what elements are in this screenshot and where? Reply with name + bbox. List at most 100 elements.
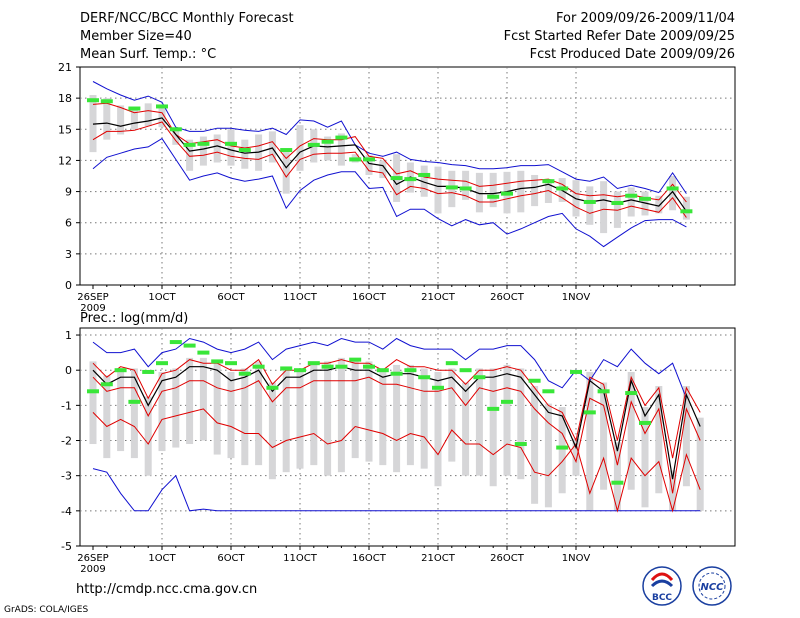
temp-mean-line (92, 117, 687, 212)
prec-observed-mark (280, 366, 293, 371)
prec-observed-mark (87, 389, 99, 394)
prec-observed-mark (570, 369, 582, 374)
prec-ytick-label: 1 (65, 329, 72, 342)
prec-ytick-label: -3 (61, 470, 72, 483)
temp-range-bar (531, 174, 539, 207)
prec-upper-line (92, 358, 701, 459)
prec-range-bar (186, 357, 194, 445)
prec-range-bar (158, 371, 166, 452)
prec-frame (79, 327, 736, 547)
prec-range-bar (130, 368, 138, 459)
header-period: For 2009/09/26-2009/11/04 (556, 11, 735, 26)
temp-range-bar (669, 176, 677, 211)
temp-range-bar (489, 172, 497, 208)
prec-range-bar (337, 357, 345, 473)
prec-observed-mark (114, 368, 127, 373)
temp-range-bar (324, 136, 332, 161)
temp-observed-mark (390, 176, 403, 181)
temp-observed-mark (418, 172, 431, 177)
temp-ytick-label: 9 (65, 186, 72, 199)
prec-observed-mark (583, 410, 596, 415)
temp-xtick-label: 16OCT (352, 292, 387, 303)
temp-range-bar (379, 160, 387, 179)
temp-range-bar (117, 105, 125, 135)
prec-title: Prec.: log(mm/d) (80, 311, 188, 326)
temp-ytick-label: 21 (58, 61, 72, 74)
temp-range-bar (600, 181, 608, 234)
temp-ytick-label: 18 (58, 92, 72, 105)
prec-observed-mark (501, 399, 513, 404)
prec-range-bar (89, 361, 97, 445)
temp-range-bar (186, 139, 194, 171)
temp-range-bar (365, 155, 373, 175)
prec-range-bar (268, 382, 276, 480)
temp-ytick-label: 3 (65, 248, 72, 261)
prec-observed-mark (390, 371, 403, 376)
temp-xtick-label: 21OCT (421, 292, 456, 303)
prec-range-bar (517, 368, 525, 480)
prec-range-bar (351, 361, 359, 459)
prec-range-bar (117, 368, 125, 452)
temp-range-bar (613, 191, 621, 228)
temp-year-label: 2009 (80, 303, 105, 314)
temp-range-bar (627, 187, 635, 217)
prec-ytick-label: -5 (61, 540, 72, 553)
temp-observed-mark (501, 191, 513, 196)
temp-xtick-label: 1NOV (562, 292, 591, 303)
prec-observed-mark (197, 350, 210, 355)
temp-observed-mark (459, 186, 472, 191)
prec-observed-mark (252, 364, 265, 369)
prec-observed-mark (459, 368, 472, 373)
temp-observed-mark (335, 135, 348, 140)
temp-observed-mark (321, 139, 334, 144)
prec-range-bar (475, 368, 483, 476)
header-produced-date: Fcst Produced Date 2009/09/26 (529, 47, 735, 62)
temp-observed-mark (238, 148, 251, 153)
prec-range-bar (503, 364, 511, 476)
temp-observed-mark (156, 104, 168, 109)
prec-ytick-label: -2 (61, 435, 72, 448)
temp-range-bar (682, 196, 690, 220)
temp-range-bar (268, 131, 276, 163)
temp-range-bar (103, 98, 111, 140)
temp-range-bar (241, 139, 249, 169)
temp-range-bar (282, 152, 290, 194)
temp-observed-mark (307, 142, 320, 147)
prec-observed-mark (307, 361, 320, 366)
prec-range-bar (310, 361, 318, 466)
prec-range-bar (379, 368, 387, 466)
prec-observed-mark (266, 385, 279, 390)
temp-range-bar (475, 172, 483, 213)
prec-range-bar (393, 364, 401, 473)
prec-observed-mark (211, 359, 224, 364)
temp-observed-mark (169, 127, 182, 132)
prec-range-bar (103, 375, 111, 459)
temp-range-bar (337, 133, 345, 166)
prec-range-bar (544, 403, 552, 508)
prec-observed-mark (528, 378, 541, 383)
temp-observed-mark (100, 99, 113, 104)
prec-observed-mark (335, 364, 348, 369)
temp-range-bar (420, 165, 428, 197)
prec-xtick-label: 6OCT (217, 553, 245, 564)
temp-observed-mark (349, 157, 362, 162)
prec-xtick-label: 11OCT (283, 553, 318, 564)
header-variable: Mean Surf. Temp.: °C (80, 47, 217, 62)
prec-ytick-label: -4 (61, 505, 72, 518)
prec-range-bar (296, 368, 304, 469)
temp-observed-mark (363, 157, 375, 162)
prec-xtick-label: 21OCT (421, 553, 456, 564)
prec-observed-mark (349, 357, 362, 362)
prec-min-line (92, 468, 701, 512)
temp-range-bar (586, 186, 594, 225)
temp-upper-line (92, 102, 687, 203)
temp-observed-mark (197, 141, 210, 146)
prec-range-bar (448, 368, 456, 462)
footer-url: http://cmdp.ncc.cma.gov.cn (76, 582, 258, 597)
prec-range-bar (489, 368, 497, 487)
prec-range-bar (144, 396, 152, 476)
prec-range-bar (641, 407, 649, 508)
prec-range-bar (365, 361, 373, 462)
prec-observed-mark (556, 445, 569, 450)
prec-observed-mark (639, 420, 651, 425)
